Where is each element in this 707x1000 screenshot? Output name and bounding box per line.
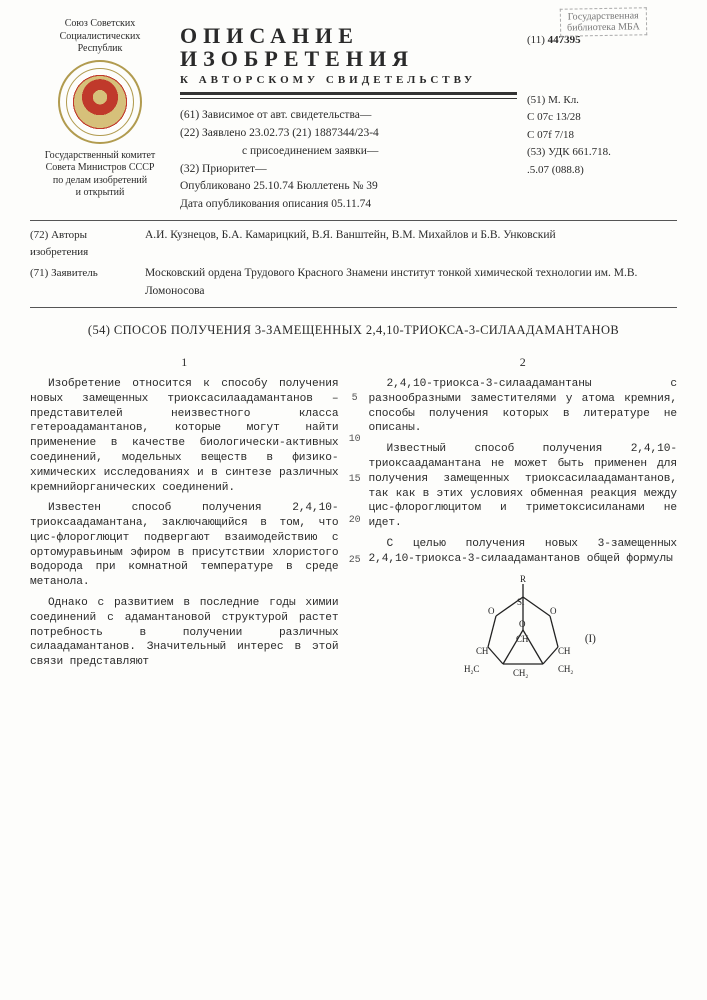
svg-text:CH: CH [516,634,529,644]
field-61: (61) Зависимое от авт. свидетельства— [180,107,517,125]
ipc-class: С 07с 13/28 [527,109,677,127]
svg-text:CH: CH [476,646,489,656]
field-32: (32) Приоритет— [180,161,517,179]
chemical-structure: R Si O O O CH CH CH H₂C CH₂ CH₂ (I) [458,572,588,692]
country-name: Социалистических [30,31,170,44]
field-71-label: (71) Заявитель [30,265,135,301]
applicant-name: Московский ордена Трудового Красного Зна… [145,265,677,301]
biblio-block: (61) Зависимое от авт. свидетельства— (2… [180,107,517,214]
field-53: (53) УДК 661.718. [527,144,677,162]
paragraph: Известный способ получения 2,4,10-триокс… [369,442,678,531]
publication-date: Дата опубликования описания 05.11.74 [180,196,517,214]
svg-text:CH: CH [558,646,571,656]
document-title: ОПИСАНИЕ [180,24,517,47]
document-subtitle: К АВТОРСКОМУ СВИДЕТЕЛЬСТВУ [180,74,517,86]
classification-block: (11) 447395 (51) М. Кл. С 07с 13/28 С 07… [527,18,677,214]
country-name: Республик [30,43,170,56]
field-72-label: (72) Авторы изобретения [30,227,135,261]
divider [30,220,677,221]
structure-svg-icon: R Si O O O CH CH CH H₂C CH₂ CH₂ [458,572,588,692]
committee-name: Государственный комитет [30,150,170,163]
column-2: 2 2,4,10-триокса-3-силаадамантаны с разн… [369,355,678,696]
committee-name: по делам изобретений [30,175,170,188]
stamp-line: библиотека МБА [567,21,640,33]
paragraph: Изобретение относится к способу получени… [30,377,339,495]
invention-title: (54) СПОСОБ ПОЛУЧЕНИЯ 3-ЗАМЕЩЕННЫХ 2,4,1… [34,322,673,340]
svg-text:H₂C: H₂C [464,664,479,674]
committee-name: Совета Министров СССР [30,162,170,175]
svg-text:CH₂: CH₂ [513,668,528,678]
udk-class: .5.07 (088.8) [527,162,677,180]
divider [180,92,517,99]
paragraph: Однако с развитием в последние годы хими… [30,596,339,670]
paragraph: Известен способ получения 2,4,10-триокса… [30,501,339,590]
column-number: 1 [30,355,339,371]
issuer-block: Союз Советских Социалистических Республи… [30,18,170,214]
svg-text:O: O [550,606,557,616]
paragraph: С целью получения новых 3-замещенных 2,4… [369,537,678,567]
field-22-sub: с присоединением заявки— [180,143,517,161]
svg-text:R: R [520,574,526,584]
svg-text:O: O [519,619,526,629]
body-columns: 1 Изобретение относится к способу получе… [30,355,677,696]
paragraph: 2,4,10-триокса-3-силаадамантаны с разноо… [369,377,678,436]
document-title: ИЗОБРЕТЕНИЯ [180,47,517,70]
authors-names: А.И. Кузнецов, Б.А. Камарицкий, В.Я. Ван… [145,227,677,261]
column-number: 2 [369,355,678,371]
state-emblem-icon [58,60,142,144]
svg-text:Si: Si [517,597,525,607]
column-1: 1 Изобретение относится к способу получе… [30,355,339,696]
field-51: (51) М. Кл. [527,92,677,110]
equation-number: (I) [585,632,596,647]
country-name: Союз Советских [30,18,170,31]
divider [30,307,677,308]
title-block: ОПИСАНИЕ ИЗОБРЕТЕНИЯ К АВТОРСКОМУ СВИДЕТ… [180,18,517,214]
line-numbers: 5 10 15 20 25 [349,379,361,582]
publication-line: Опубликовано 25.10.74 Бюллетень № 39 [180,178,517,196]
field-22: (22) Заявлено 23.02.73 (21) 1887344/23-4 [180,125,517,143]
svg-text:CH₂: CH₂ [558,664,573,674]
authors-block: (72) Авторы изобретения А.И. Кузнецов, Б… [30,227,677,301]
document-header: Союз Советских Социалистических Республи… [30,18,677,214]
ipc-class: С 07f 7/18 [527,127,677,145]
library-stamp: Государственная библиотека МБА [560,7,647,37]
committee-name: и открытий [30,187,170,200]
svg-text:O: O [488,606,495,616]
